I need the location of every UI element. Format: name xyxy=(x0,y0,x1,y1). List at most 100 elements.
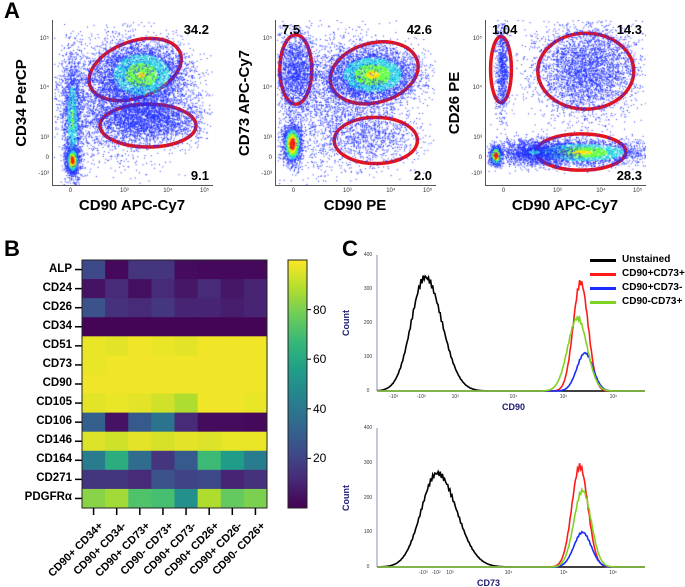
x-tick-label: 10⁵ xyxy=(423,188,433,194)
heatmap-cell-CD51-2 xyxy=(128,336,152,356)
heatmap-cell-CD34-2 xyxy=(128,317,152,337)
x-axis-label: CD90 xyxy=(502,402,526,412)
y-axis-label: CD26 PE xyxy=(446,71,463,134)
heatmap-cell-CD24-2 xyxy=(128,279,152,299)
y-tick-label: 100 xyxy=(363,529,373,536)
heatmap-cell-CD73-5 xyxy=(197,355,222,375)
heatmap-row-label: PDGFRα xyxy=(24,491,72,504)
legend-entry: CD90+CD73+ xyxy=(622,268,685,279)
heatmap-cell-CD51-0 xyxy=(82,336,106,356)
heatmap-cell-PDGFRα-3 xyxy=(151,488,175,509)
heatmap-cell-CD51-1 xyxy=(105,336,129,356)
heatmap-cell-CD271-6 xyxy=(220,469,245,490)
heatmap-cell-CD34-0 xyxy=(82,317,106,337)
heatmap-cell-CD146-4 xyxy=(174,431,199,452)
x-tick-label: 10⁵ xyxy=(200,188,210,194)
heatmap-cell-CD106-5 xyxy=(197,412,222,433)
heatmap-cell-CD90-2 xyxy=(128,374,152,395)
y-tick-label: 10⁵ xyxy=(262,35,272,42)
legend-swatch xyxy=(590,273,616,276)
heatmap-cell-CD34-7 xyxy=(243,317,268,337)
y-tick-label: 300 xyxy=(363,459,373,466)
y-tick-label: 10³ xyxy=(40,134,49,141)
heatmap-cell-CD51-5 xyxy=(197,336,222,356)
x-tick-label: 0 xyxy=(501,188,506,194)
heatmap-cell-CD24-3 xyxy=(151,279,175,299)
x-tick-label: 10⁵ xyxy=(633,188,643,194)
heatmap-cell-CD26-5 xyxy=(197,298,222,318)
heatmap-cell-ALP-4 xyxy=(174,260,199,280)
dot-plot-2: 7.5 42.6 2.0 xyxy=(275,20,436,186)
heatmap-cell-CD51-4 xyxy=(174,336,199,356)
legend-entry: CD90+CD73- xyxy=(622,282,683,293)
heatmap-cell-CD24-7 xyxy=(243,279,268,299)
heatmap-cell-CD146-3 xyxy=(151,431,175,452)
legend-entry: Unstained xyxy=(622,254,671,265)
colorbar-tick-label: 60 xyxy=(313,352,327,367)
y-tick-label: 0 xyxy=(478,154,482,161)
heatmap-cell-CD34-3 xyxy=(151,317,175,337)
heatmap-row-label: CD146 xyxy=(36,434,72,447)
heatmap-cell-CD106-7 xyxy=(243,412,268,433)
x-tick-label: 10³ xyxy=(120,188,129,194)
heatmap-cell-CD105-5 xyxy=(197,393,222,414)
heatmap-cell-CD24-1 xyxy=(105,279,129,299)
panel-label-b: B xyxy=(4,236,20,261)
heatmap-cell-CD51-7 xyxy=(243,336,268,356)
heatmap-row-label: CD73 xyxy=(42,357,72,370)
histogram-line-cd90-cd73- xyxy=(377,314,645,392)
x-tick-label: 10⁴ xyxy=(504,570,513,576)
y-tick-label: 200 xyxy=(363,320,373,326)
y-axis-label: CD34 PerCP xyxy=(13,58,30,147)
x-axis-label: CD73 xyxy=(477,578,501,587)
heatmap-cell-PDGFRα-6 xyxy=(220,488,245,509)
heatmap-cell-CD73-2 xyxy=(128,355,152,375)
x-tick-label: 10⁵ xyxy=(559,570,568,576)
dot-plot-1: 34.2 9.1 xyxy=(52,20,213,186)
y-tick-label: 100 xyxy=(363,354,373,360)
x-tick-label: 0 xyxy=(291,188,296,194)
heatmap-cell-CD106-4 xyxy=(174,412,199,433)
heatmap-row-label: ALP xyxy=(49,262,72,275)
heatmap-cell-CD271-5 xyxy=(197,469,222,490)
heatmap-cell-CD73-7 xyxy=(243,355,268,375)
heatmap-cell-CD73-1 xyxy=(105,355,129,375)
heatmap-cell-CD146-5 xyxy=(197,431,222,452)
y-tick-label: 400 xyxy=(363,425,373,431)
x-tick-label: -10² xyxy=(431,570,441,576)
y-tick-label: 10³ xyxy=(263,134,272,141)
dot-plot-events xyxy=(53,20,213,185)
heatmap-cell-CD164-1 xyxy=(105,450,129,471)
x-axis-label: CD90 APC-Cy7 xyxy=(78,197,186,214)
heatmap-cell-ALP-1 xyxy=(105,260,129,280)
heatmap-cell-CD90-4 xyxy=(174,374,199,395)
heatmap-cell-ALP-3 xyxy=(151,260,175,280)
x-tick-label: 10³ xyxy=(343,188,352,194)
heatmap-cell-CD90-5 xyxy=(197,374,222,395)
y-tick-label: -10³ xyxy=(261,171,272,178)
gate-percentage: 2.0 xyxy=(413,168,432,183)
heatmap-cell-CD164-5 xyxy=(197,450,222,471)
heatmap-cell-CD26-3 xyxy=(151,298,175,318)
x-axis-label: CD90 PE xyxy=(323,197,387,214)
x-tick-label: 10⁴ xyxy=(163,188,173,194)
heatmap-cell-CD146-1 xyxy=(105,431,129,452)
heatmap-cell-PDGFRα-4 xyxy=(174,488,199,509)
heatmap-row-label: CD106 xyxy=(36,415,72,428)
heatmap-cell-CD26-6 xyxy=(220,298,245,318)
dot-plot-3: 1.04 14.3 28.3 xyxy=(485,20,646,186)
y-tick-label: 200 xyxy=(363,494,373,501)
heatmap-cell-CD34-5 xyxy=(197,317,222,337)
heatmap-cell-CD146-6 xyxy=(220,431,245,452)
y-axis-label: Count xyxy=(341,310,351,336)
colorbar-tick-label: 80 xyxy=(313,302,327,317)
y-tick-label: 300 xyxy=(363,286,373,292)
heatmap-cell-CD105-0 xyxy=(82,393,106,414)
heatmap-row-label: CD51 xyxy=(42,338,72,351)
histogram-line-cd90-cd73- xyxy=(377,351,645,392)
heatmap-cell-ALP-2 xyxy=(128,260,152,280)
dot-plot-events xyxy=(276,20,436,185)
histogram-line-unstained xyxy=(376,274,645,392)
heatmap-cell-CD73-3 xyxy=(151,355,175,375)
y-tick-label: 400 xyxy=(363,252,373,258)
